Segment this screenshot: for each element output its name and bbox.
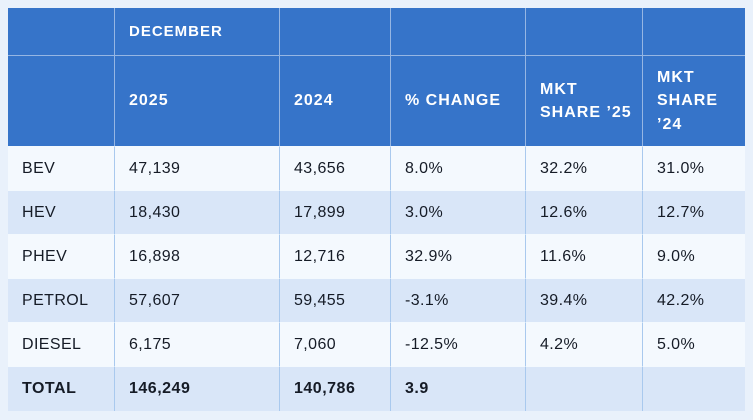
cell-pct-change: 3.0% bbox=[391, 190, 526, 234]
cell-mkt-share-25: 12.6% bbox=[526, 190, 643, 234]
cell-mkt-share-25 bbox=[526, 366, 643, 411]
table-row-phev: PHEV 16,898 12,716 32.9% 11.6% 9.0% bbox=[8, 234, 745, 278]
table-row-petrol: PETROL 57,607 59,455 -3.1% 39.4% 42.2% bbox=[8, 278, 745, 322]
cell-mkt-share-24: 9.0% bbox=[643, 234, 745, 278]
header-cell-2024: 2024 bbox=[280, 56, 391, 146]
month-label: DECEMBER bbox=[129, 23, 223, 40]
row-label: HEV bbox=[8, 190, 115, 234]
cell-2025-value: 16,898 bbox=[115, 234, 280, 278]
header-cell-category bbox=[8, 56, 115, 146]
cell-2025-value: 6,175 bbox=[115, 322, 280, 366]
cell-pct-change: -3.1% bbox=[391, 278, 526, 322]
cell-2024-value: 59,455 bbox=[280, 278, 391, 322]
header-cell-2025: 2025 bbox=[115, 56, 280, 146]
header-month-cell: DECEMBER bbox=[115, 8, 280, 56]
row-label: PETROL bbox=[8, 278, 115, 322]
december-sales-table: DECEMBER 2025 2024 % CHANGE MKT SHARE ’2… bbox=[8, 8, 745, 411]
cell-mkt-share-24: 12.7% bbox=[643, 190, 745, 234]
header-group-empty-cell bbox=[526, 8, 643, 56]
cell-mkt-share-25: 39.4% bbox=[526, 278, 643, 322]
cell-mkt-share-24: 31.0% bbox=[643, 146, 745, 190]
cell-2025-value: 47,139 bbox=[115, 146, 280, 190]
cell-2024-value: 140,786 bbox=[280, 366, 391, 411]
cell-pct-change: 8.0% bbox=[391, 146, 526, 190]
cell-2025-value: 146,249 bbox=[115, 366, 280, 411]
cell-pct-change: -12.5% bbox=[391, 322, 526, 366]
header-cell-pct-change: % CHANGE bbox=[391, 56, 526, 146]
cell-pct-change: 3.9 bbox=[391, 366, 526, 411]
cell-pct-change: 32.9% bbox=[391, 234, 526, 278]
cell-2024-value: 12,716 bbox=[280, 234, 391, 278]
row-label: TOTAL bbox=[8, 366, 115, 411]
header-cell-mkt-share-24: MKT SHARE ’24 bbox=[643, 56, 745, 146]
cell-mkt-share-25: 32.2% bbox=[526, 146, 643, 190]
row-label: BEV bbox=[8, 146, 115, 190]
table-header-group-row: DECEMBER bbox=[8, 8, 745, 56]
row-label: DIESEL bbox=[8, 322, 115, 366]
cell-2025-value: 57,607 bbox=[115, 278, 280, 322]
cell-2024-value: 17,899 bbox=[280, 190, 391, 234]
table-row-bev: BEV 47,139 43,656 8.0% 32.2% 31.0% bbox=[8, 146, 745, 190]
cell-mkt-share-24 bbox=[643, 366, 745, 411]
cell-2024-value: 7,060 bbox=[280, 322, 391, 366]
cell-mkt-share-24: 5.0% bbox=[643, 322, 745, 366]
header-group-empty-cell bbox=[643, 8, 745, 56]
table-row-hev: HEV 18,430 17,899 3.0% 12.6% 12.7% bbox=[8, 190, 745, 234]
cell-2025-value: 18,430 bbox=[115, 190, 280, 234]
header-group-empty-cell bbox=[391, 8, 526, 56]
cell-mkt-share-24: 42.2% bbox=[643, 278, 745, 322]
table-row-total: TOTAL 146,249 140,786 3.9 bbox=[8, 366, 745, 411]
header-group-empty-cell bbox=[280, 8, 391, 56]
cell-mkt-share-25: 11.6% bbox=[526, 234, 643, 278]
table-header-row: 2025 2024 % CHANGE MKT SHARE ’25 MKT SHA… bbox=[8, 56, 745, 146]
table-row-diesel: DIESEL 6,175 7,060 -12.5% 4.2% 5.0% bbox=[8, 322, 745, 366]
cell-2024-value: 43,656 bbox=[280, 146, 391, 190]
row-label: PHEV bbox=[8, 234, 115, 278]
cell-mkt-share-25: 4.2% bbox=[526, 322, 643, 366]
header-cell-mkt-share-25: MKT SHARE ’25 bbox=[526, 56, 643, 146]
header-group-empty-cell bbox=[8, 8, 115, 56]
